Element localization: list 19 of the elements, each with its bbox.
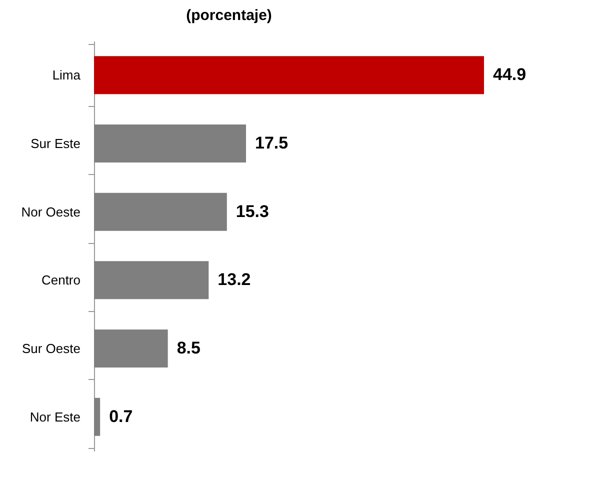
y-tick-label: Nor Oeste	[21, 204, 80, 220]
data-label: 8.5	[176, 338, 200, 358]
bar	[94, 192, 227, 231]
y-tick-label: Nor Este	[30, 409, 80, 424]
data-label: 17.5	[255, 134, 288, 152]
bar	[94, 398, 100, 436]
chart-title: (porcentaje)	[186, 7, 272, 24]
y-tick-label: Centro	[41, 272, 80, 288]
data-label: 13.2	[218, 270, 251, 290]
data-label: 0.7	[109, 406, 133, 426]
bar	[94, 56, 484, 94]
data-label: 44.9	[493, 65, 526, 84]
y-tick-label: Sur Este	[30, 136, 80, 151]
bar	[94, 330, 168, 368]
y-tick-label: Lima	[52, 68, 82, 83]
y-tick-label: Sur Oeste	[22, 341, 80, 356]
bar	[94, 124, 246, 162]
bar	[94, 261, 209, 300]
data-label: 15.3	[236, 202, 269, 221]
